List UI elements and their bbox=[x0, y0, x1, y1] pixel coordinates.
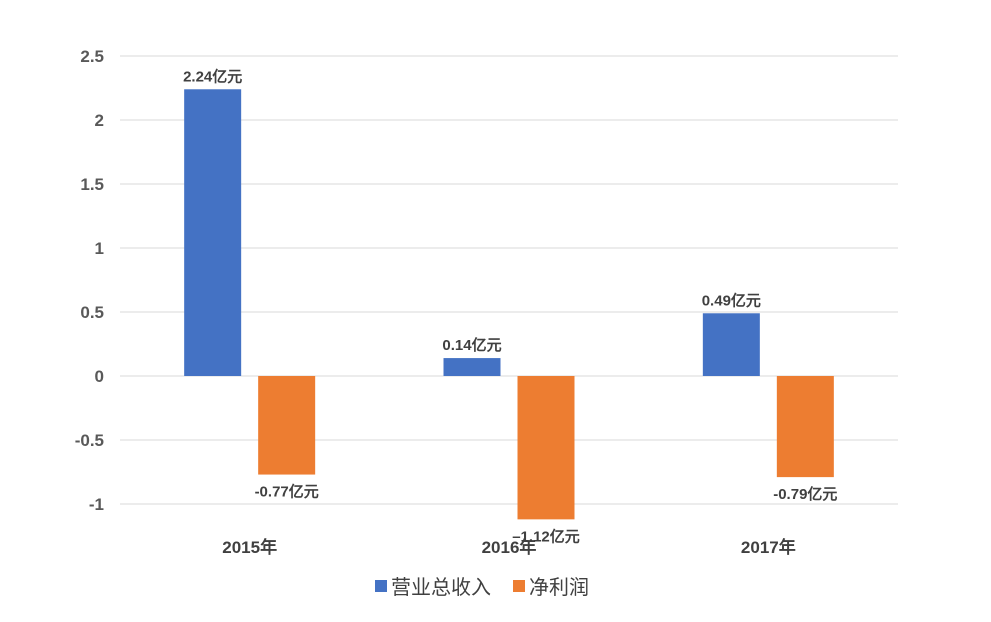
bar bbox=[258, 376, 316, 475]
bar bbox=[443, 358, 501, 376]
bar bbox=[184, 89, 242, 376]
y-tick-label: 0.5 bbox=[80, 303, 104, 322]
bar bbox=[702, 313, 760, 376]
data-label: 0.49亿元 bbox=[702, 291, 761, 309]
x-tick-label: 2015年 bbox=[222, 537, 277, 557]
y-tick-label: 1.5 bbox=[80, 175, 104, 194]
data-label: -0.77亿元 bbox=[255, 483, 319, 501]
bar bbox=[776, 376, 834, 478]
x-tick-label: 2017年 bbox=[741, 537, 796, 557]
bars bbox=[184, 89, 834, 520]
y-tick-label: -0.5 bbox=[75, 431, 104, 450]
x-tick-label: 2016年 bbox=[482, 537, 537, 557]
legend: 营业总收入 净利润 bbox=[375, 575, 589, 599]
y-tick-label: 2.5 bbox=[80, 47, 104, 66]
legend-label: 净利润 bbox=[529, 575, 589, 599]
y-axis-ticks: 2.5 2 1.5 1 0.5 0 -0.5 -1 bbox=[75, 47, 104, 514]
data-label: 0.14亿元 bbox=[442, 336, 501, 354]
data-label: 2.24亿元 bbox=[183, 67, 242, 85]
data-label: –1.12亿元 bbox=[512, 527, 580, 545]
gridlines bbox=[120, 55, 898, 505]
data-label: -0.79亿元 bbox=[773, 485, 837, 503]
legend-swatch bbox=[513, 580, 525, 592]
legend-swatch bbox=[375, 580, 387, 592]
y-tick-label: -1 bbox=[89, 495, 104, 514]
y-tick-label: 0 bbox=[95, 367, 104, 386]
data-labels: 2.24亿元 -0.77亿元 0.14亿元 –1.12亿元 0.49亿元 -0.79亿元 bbox=[183, 67, 837, 545]
bar bbox=[517, 376, 575, 520]
y-tick-label: 2 bbox=[95, 111, 104, 130]
legend-label: 营业总收入 bbox=[391, 575, 491, 599]
y-tick-label: 1 bbox=[95, 239, 104, 258]
x-axis-categories: 2015年 2016年 2017年 bbox=[222, 537, 795, 557]
